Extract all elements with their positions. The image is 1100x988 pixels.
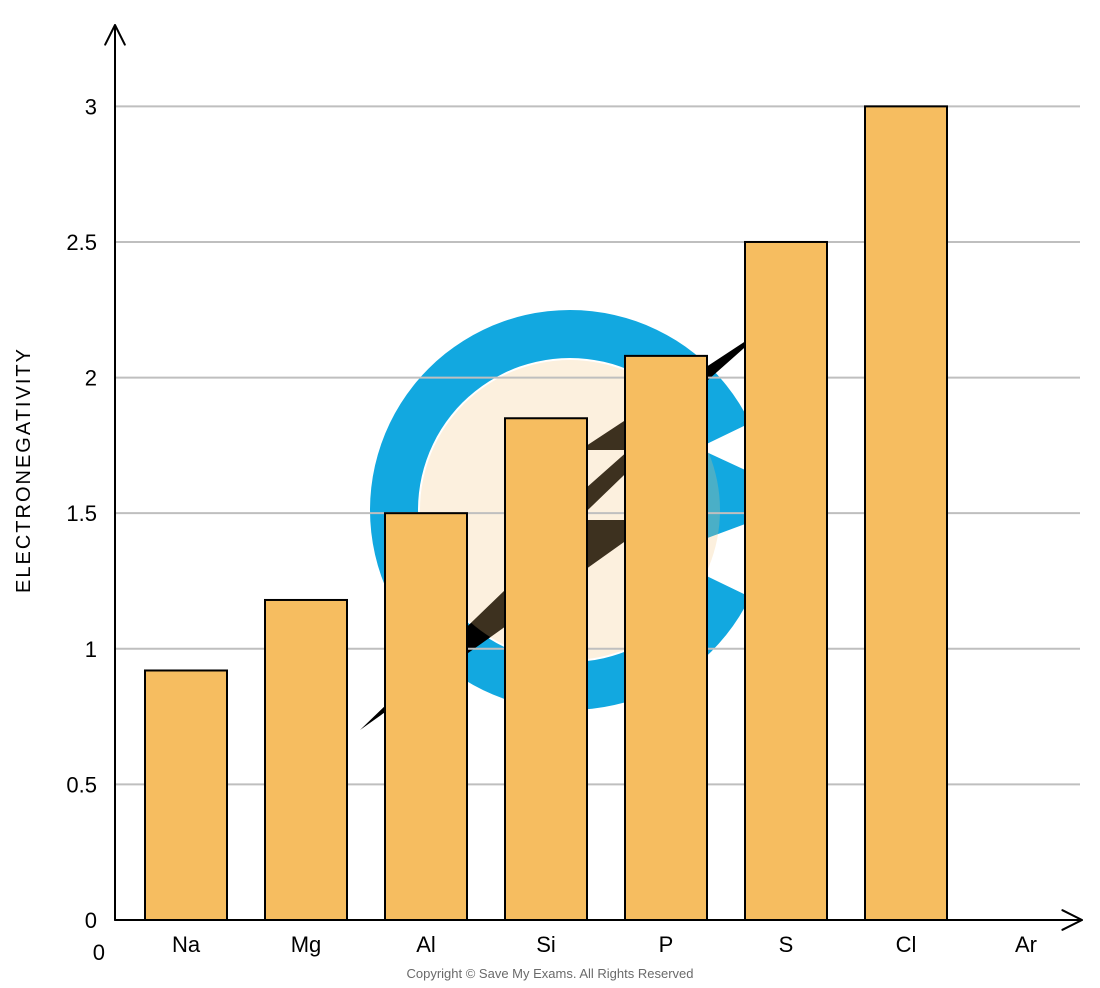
y-tick-label: 1 xyxy=(85,637,97,662)
y-axis xyxy=(105,25,125,920)
x-tick-label-mg: Mg xyxy=(291,932,322,957)
bar-mg xyxy=(265,600,347,920)
y-tick-label: 1.5 xyxy=(66,501,97,526)
copyright-text: Copyright © Save My Exams. All Rights Re… xyxy=(406,966,693,981)
x-tick-label-s: S xyxy=(779,932,794,957)
x-tick-label-na: Na xyxy=(172,932,201,957)
bar-al xyxy=(385,513,467,920)
chart-container: { "chart": { "type": "bar", "ylabel": "E… xyxy=(0,0,1100,988)
bar-p xyxy=(625,356,707,920)
y-tick-labels: 0 0.5 1 1.5 2 2.5 3 xyxy=(66,94,97,933)
bar-na xyxy=(145,670,227,920)
x-tick-label-si: Si xyxy=(536,932,556,957)
y-axis-label: ELECTRONEGATIVITY xyxy=(13,347,35,593)
bar-s xyxy=(745,242,827,920)
y-tick-label: 2 xyxy=(85,366,97,391)
x-tick-label-al: Al xyxy=(416,932,436,957)
y-tick-label: 2.5 xyxy=(66,230,97,255)
x-tick-labels: Na Mg Al Si P S Cl Ar xyxy=(172,932,1037,957)
y-tick-label: 0 xyxy=(85,908,97,933)
bar-si xyxy=(505,418,587,920)
bar-cl xyxy=(865,106,947,920)
origin-label: 0 xyxy=(93,940,105,965)
y-tick-label: 3 xyxy=(85,94,97,119)
x-tick-label-p: P xyxy=(659,932,674,957)
y-tick-label: 0.5 xyxy=(66,772,97,797)
x-tick-label-ar: Ar xyxy=(1015,932,1037,957)
x-tick-label-cl: Cl xyxy=(896,932,917,957)
chart-svg: 0 0.5 1 1.5 2 2.5 3 Na Mg Al Si P S Cl Ar ELECTRONEGA… xyxy=(0,0,1100,988)
